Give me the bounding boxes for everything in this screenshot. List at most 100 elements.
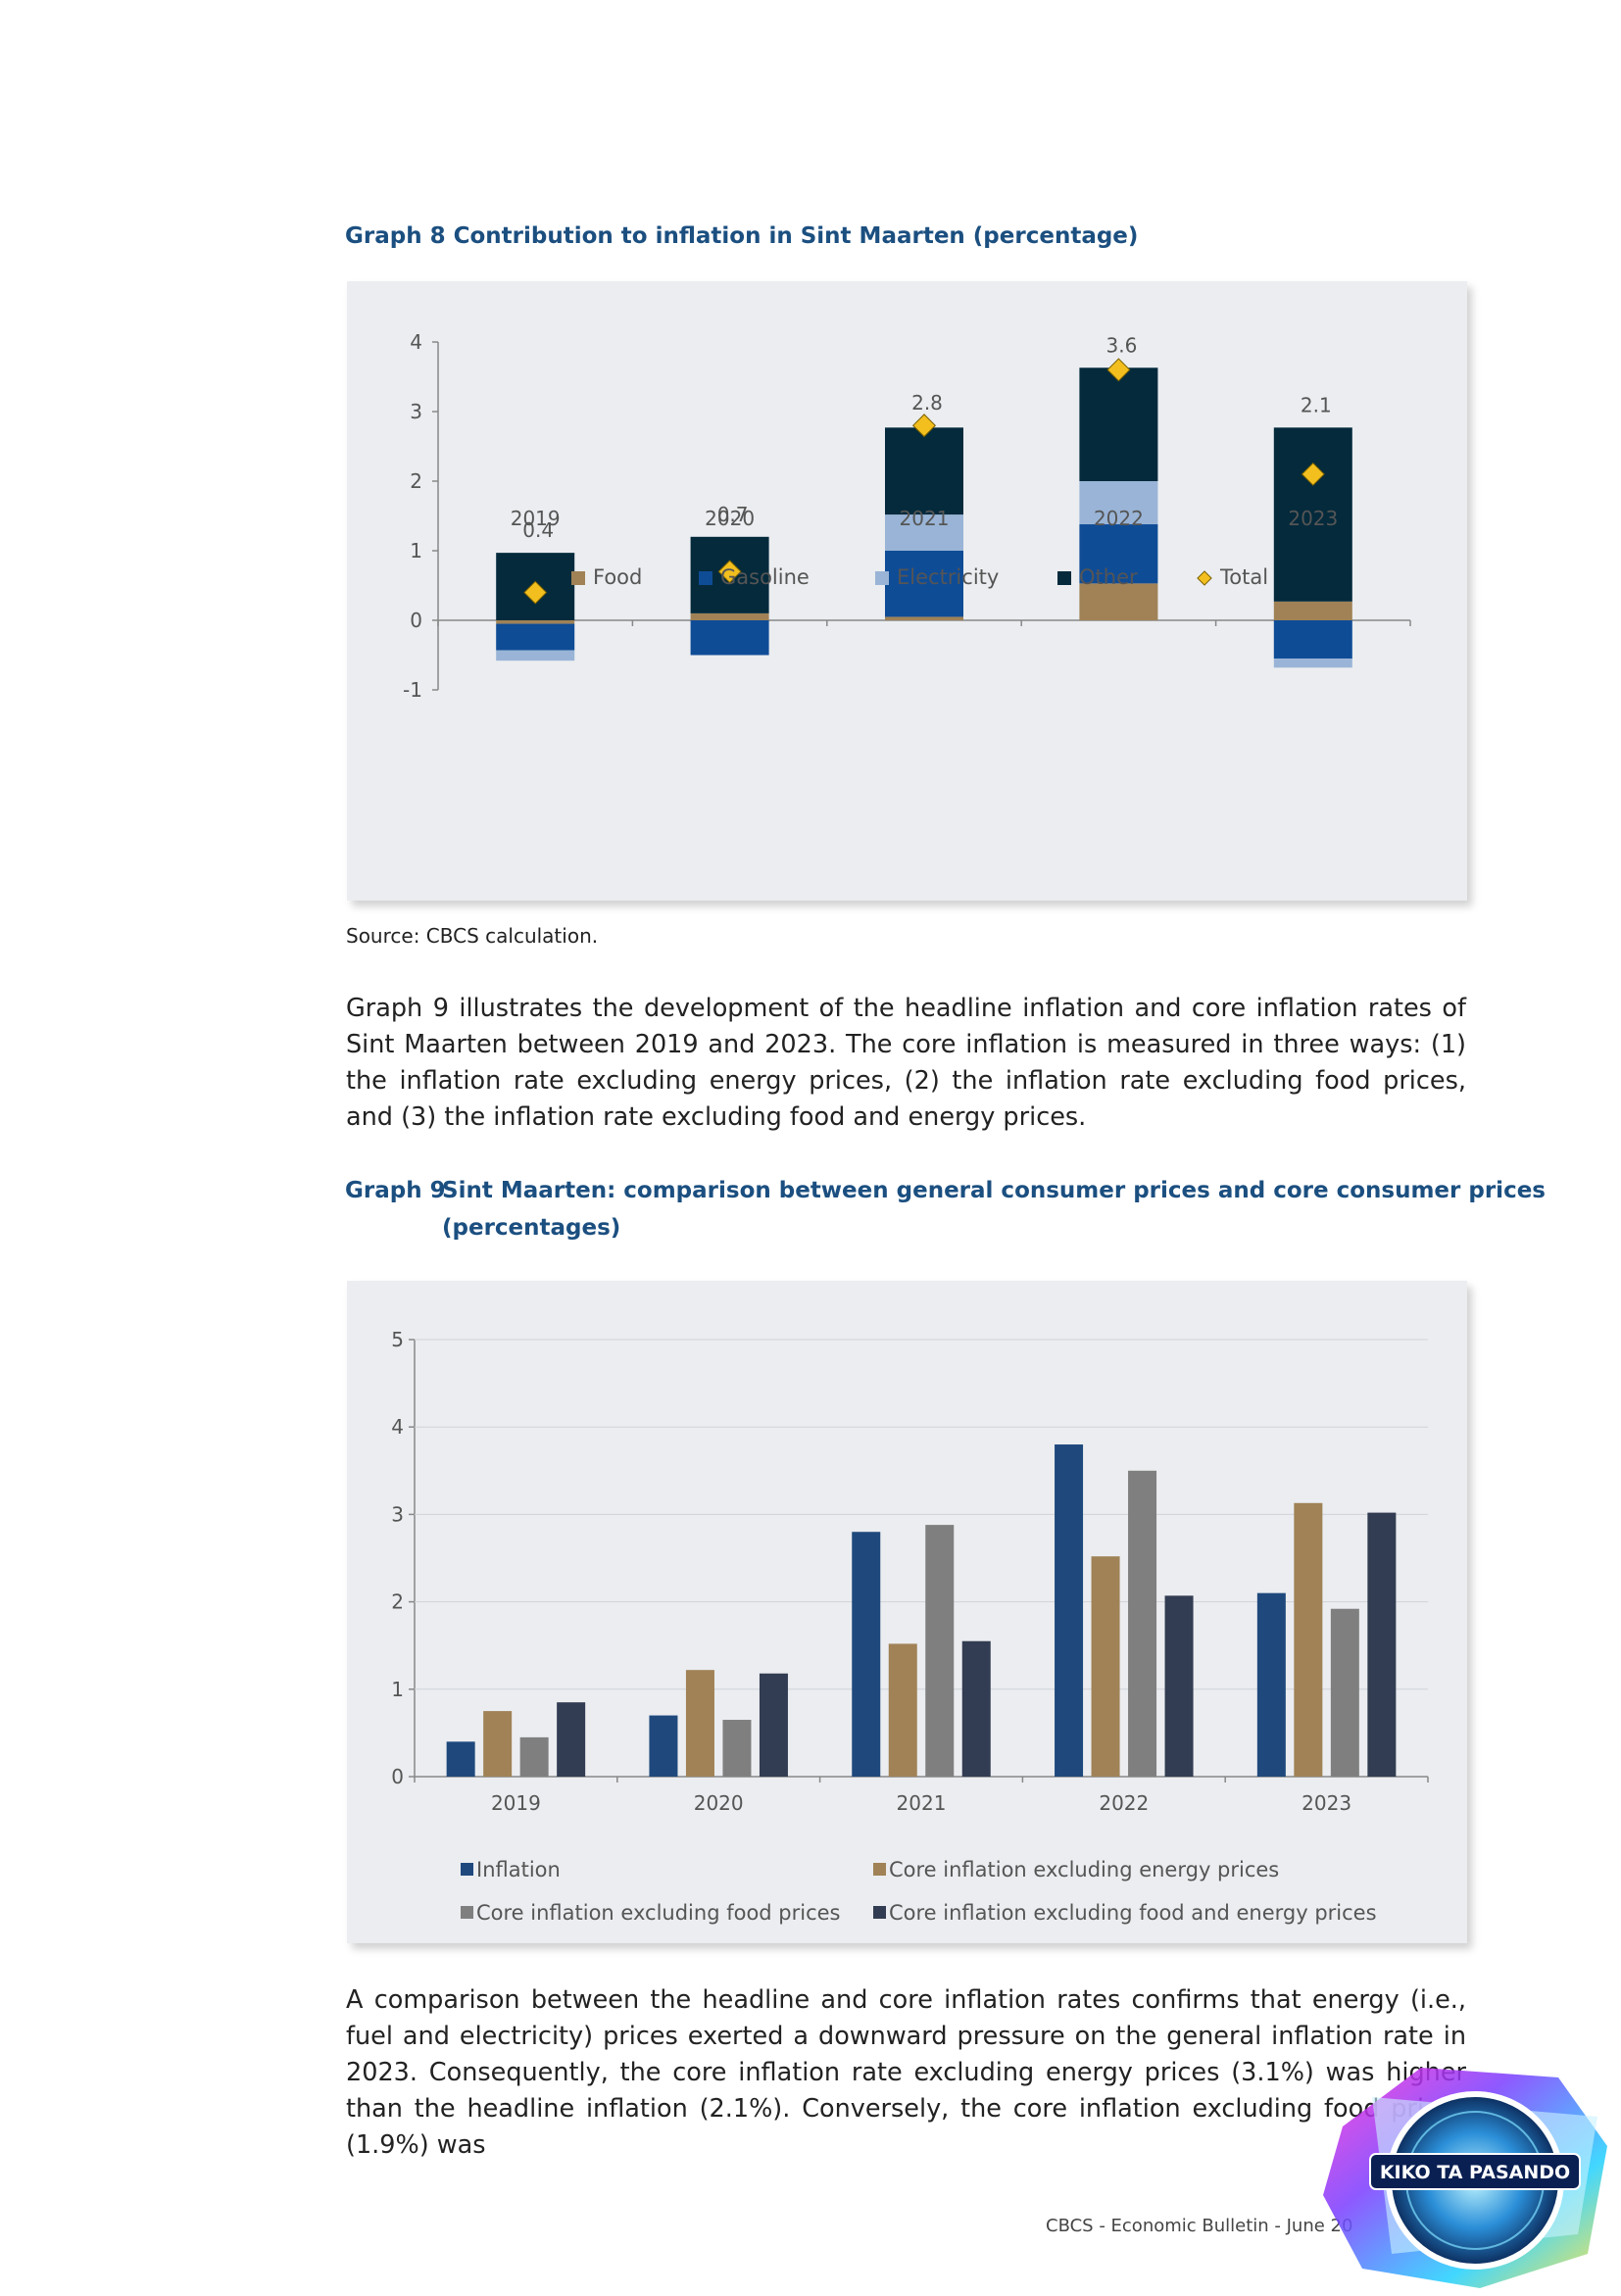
y-tick-label: 5	[391, 1328, 404, 1351]
legend-label-gasoline: Gasoline	[720, 565, 810, 589]
bar-segment-electricity	[1079, 481, 1158, 525]
y-tick-label: 2	[410, 469, 422, 493]
bar-inflation	[852, 1532, 881, 1777]
bar-core-inflation-excluding-energy-prices	[1294, 1502, 1323, 1777]
y-tick-label: -1	[403, 678, 422, 702]
bar-core-inflation-excluding-food-prices	[1128, 1470, 1157, 1777]
bar-core-inflation-excluding-food-and-energy-prices	[1367, 1512, 1397, 1777]
graph8-chart-panel: 4 3 2 1 0 -1 0.4 2019 0.7 2020 2.8 2021 3.6 2022 2.1 20…	[347, 281, 1467, 901]
bar-inflation	[649, 1715, 678, 1777]
page-footer: CBCS - Economic Bulletin - June 20	[1046, 2216, 1353, 2236]
legend-swatch-inflation	[461, 1863, 473, 1876]
legend-swatch-electricity	[875, 571, 889, 585]
bar-inflation	[1055, 1444, 1084, 1777]
legend-swatch-gasoline	[699, 571, 712, 585]
bar-core-inflation-excluding-food-and-energy-prices	[961, 1640, 991, 1777]
bar-segment-gasoline	[1079, 524, 1158, 584]
graph8-source: Source: CBCS calculation.	[346, 924, 599, 948]
total-marker	[1106, 358, 1131, 382]
graph9-chart-panel: 5 4 3 2 1 0 2019 2020 2021 2022 2023 Inflation Core …	[347, 1281, 1467, 1943]
total-marker	[1301, 462, 1325, 486]
bar-segment-other	[1079, 367, 1158, 481]
bar-segment-food	[496, 620, 575, 624]
legend-label-core-inflation-excluding-energy-prices: Core inflation excluding energy prices	[889, 1858, 1279, 1881]
y-tick-label: 2	[391, 1590, 404, 1614]
legend-label-inflation: Inflation	[476, 1858, 561, 1881]
x-tick-label: 2021	[897, 1791, 947, 1815]
x-tick-label: 2022	[1099, 1791, 1149, 1815]
x-tick-label: 2023	[1288, 507, 1338, 530]
total-data-label: 3.6	[1105, 333, 1137, 357]
graph9-title-line2: (percentages)	[442, 1215, 621, 1241]
bar-segment-gasoline	[885, 551, 963, 617]
bar-core-inflation-excluding-food-prices	[722, 1720, 752, 1777]
bar-core-inflation-excluding-food-prices	[519, 1736, 549, 1777]
bar-segment-electricity	[496, 650, 575, 661]
legend-swatch-other	[1057, 571, 1071, 585]
bar-segment-other	[885, 427, 963, 515]
graph9-title-number: Graph 9	[345, 1178, 446, 1203]
total-data-label: 0.4	[522, 518, 554, 542]
bar-core-inflation-excluding-energy-prices	[483, 1711, 513, 1777]
graph9-title-line1: Sint Maarten: comparison between general…	[442, 1178, 1546, 1203]
kiko-ta-pasando-logo: KIKO TA PASANDO	[1303, 2058, 1621, 2292]
graph8-title: Graph 8 Contribution to inflation in Sin…	[345, 223, 1139, 249]
total-data-label: 2.8	[911, 391, 943, 415]
bar-segment-other	[1273, 427, 1352, 602]
y-tick-label: 1	[391, 1678, 404, 1701]
total-marker	[717, 560, 742, 584]
bar-segment-gasoline	[690, 620, 769, 656]
bar-core-inflation-excluding-food-prices	[1330, 1608, 1359, 1777]
legend-label-electricity: Electricity	[897, 565, 999, 589]
legend-swatch-food	[571, 571, 585, 585]
bar-segment-gasoline	[496, 623, 575, 651]
body-paragraph-1: Graph 9 illustrates the development of t…	[346, 994, 1466, 1132]
logo-text: KIKO TA PASANDO	[1380, 2162, 1570, 2183]
bar-segment-food	[690, 612, 769, 620]
legend-swatch-core-inflation-excluding-energy-prices	[873, 1863, 886, 1876]
bar-segment-food	[885, 616, 963, 620]
legend-label-total: Total	[1219, 565, 1268, 589]
bar-core-inflation-excluding-food-and-energy-prices	[1164, 1595, 1194, 1777]
bar-core-inflation-excluding-energy-prices	[1091, 1556, 1120, 1777]
x-tick-label: 2020	[694, 1791, 744, 1815]
y-tick-label: 0	[410, 609, 422, 632]
bar-segment-food	[1273, 601, 1352, 620]
bar-inflation	[1256, 1592, 1286, 1777]
x-tick-label: 2019	[491, 1791, 541, 1815]
x-tick-label: 2019	[511, 507, 561, 530]
total-data-label: 0.7	[717, 503, 749, 526]
bar-core-inflation-excluding-food-and-energy-prices	[557, 1702, 586, 1777]
legend-label-core-inflation-excluding-food-prices: Core inflation excluding food prices	[476, 1901, 841, 1925]
y-tick-label: 4	[410, 330, 422, 354]
bar-segment-electricity	[1273, 659, 1352, 668]
bar-inflation	[446, 1741, 475, 1777]
bar-core-inflation-excluding-food-and-energy-prices	[759, 1673, 788, 1777]
x-tick-label: 2023	[1302, 1791, 1351, 1815]
bar-core-inflation-excluding-energy-prices	[888, 1643, 917, 1777]
y-tick-label: 1	[410, 539, 422, 562]
total-data-label: 2.1	[1301, 393, 1332, 416]
y-tick-label: 3	[391, 1502, 404, 1526]
y-tick-label: 3	[410, 400, 422, 423]
legend-swatch-core-inflation-excluding-food-prices	[461, 1906, 473, 1919]
x-tick-label: 2022	[1094, 507, 1144, 530]
y-tick-label: 4	[391, 1415, 404, 1439]
legend-label-core-inflation-excluding-food-and-energy-prices: Core inflation excluding food and energy…	[889, 1901, 1377, 1925]
legend-swatch-total	[1197, 570, 1212, 586]
bar-segment-electricity	[885, 514, 963, 551]
bar-segment-gasoline	[1273, 620, 1352, 659]
graph9-chart: 5 4 3 2 1 0 2019 2020 2021 2022 2023 Inflation Core …	[391, 1328, 1429, 1925]
legend-label-other: Other	[1079, 565, 1138, 589]
y-tick-label: 0	[391, 1765, 404, 1788]
legend-swatch-core-inflation-excluding-food-and-energy-prices	[873, 1906, 886, 1919]
body-paragraph-2: A comparison between the headline and co…	[346, 1985, 1466, 2160]
bar-core-inflation-excluding-energy-prices	[685, 1670, 714, 1777]
legend-label-food: Food	[593, 565, 642, 589]
x-tick-label: 2021	[900, 507, 950, 530]
x-tick-label: 2020	[705, 507, 755, 530]
bar-segment-food	[1079, 583, 1158, 620]
total-marker	[911, 414, 937, 438]
total-marker	[523, 580, 548, 605]
